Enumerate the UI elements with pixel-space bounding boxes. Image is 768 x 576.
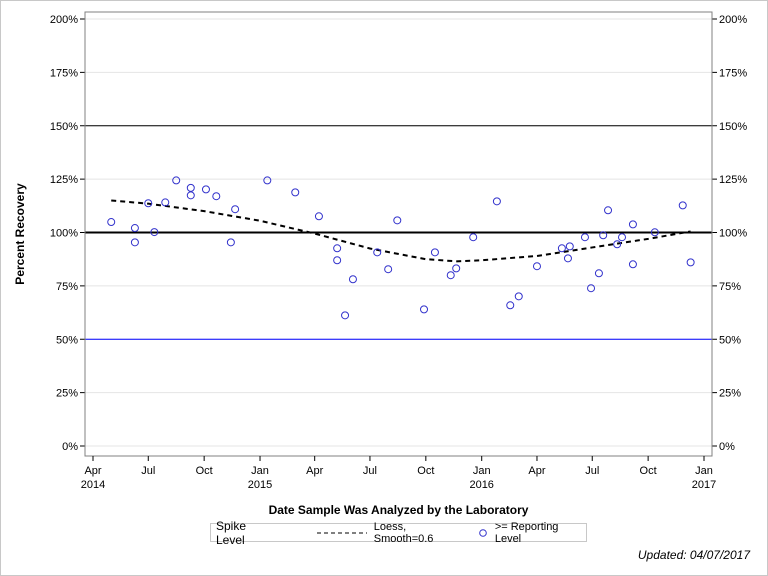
data-point [452,264,461,273]
data-point [506,301,515,310]
data-point [226,238,235,247]
x-tick-label: Jul [585,465,599,477]
y-tick-label: 125% [50,174,78,186]
y-tick-label: 200% [50,14,78,26]
data-point [161,198,170,207]
data-point [650,228,659,237]
x-tick-year: 2014 [81,479,105,491]
x-tick-label: Jul [363,465,377,477]
x-tick-label: Jan [473,465,491,477]
legend-title: Spike Level [216,518,247,547]
data-point [563,254,572,263]
data-point [678,201,687,210]
data-point [594,269,603,278]
x-tick-year: 2016 [469,479,493,491]
y-tick-label-right: 150% [719,121,747,133]
data-point [628,220,637,229]
x-tick-label: Oct [196,465,213,477]
y-tick-label: 25% [56,388,78,400]
data-point [580,233,589,242]
x-axis-label: Date Sample Was Analyzed by the Laborato… [269,503,529,517]
y-tick-label-right: 175% [719,67,747,79]
legend-reporting-label: >= Reporting Level [494,520,559,545]
legend-circle-swatch [479,528,487,537]
data-point [314,212,323,221]
data-point [172,176,181,185]
y-axis-label: Percent Recovery [13,183,27,285]
data-point [492,197,501,206]
plot-area [84,11,713,457]
x-tick-label: Jul [141,465,155,477]
x-tick-label: Oct [640,465,657,477]
data-point [587,284,596,293]
data-point [186,183,195,192]
updated-note: Updated: 04/07/2017 [637,548,750,562]
y-tick-label-right: 50% [719,334,741,346]
data-point [618,233,627,242]
data-point [341,311,350,320]
data-point [212,192,221,201]
data-point [291,188,300,197]
data-point [469,233,478,242]
data-point [628,260,637,269]
data-point [532,262,541,271]
y-tick-label-right: 125% [719,174,747,186]
data-point [604,206,613,215]
data-point [384,265,393,274]
data-point [130,238,139,247]
data-point [599,231,608,240]
data-point [565,242,574,251]
data-point [150,228,159,237]
legend-loess-swatch [316,532,367,533]
x-tick-label: Jan [251,465,269,477]
data-point [373,248,382,257]
y-tick-label: 50% [56,334,78,346]
loess-line [111,199,691,263]
y-tick-label: 150% [50,121,78,133]
y-tick-label: 175% [50,67,78,79]
x-tick-year: 2015 [248,479,272,491]
data-point [130,224,139,233]
legend: Spike Level Loess, Smooth=0.6 >= Reporti… [210,519,587,547]
y-tick-label-right: 100% [719,228,747,240]
data-point [333,244,342,253]
legend-loess-label: Loess, Smooth=0.6 [373,520,434,545]
y-tick-label-right: 200% [719,14,747,26]
y-tick-label-right: 0% [719,441,735,453]
x-tick-label: Apr [528,465,545,477]
data-point [514,292,523,301]
x-tick-label: Jan [695,465,713,477]
data-point [613,240,622,249]
y-tick-label: 0% [62,441,78,453]
data-point [263,176,272,185]
data-point [420,305,429,314]
data-point [186,191,195,200]
y-tick-label-right: 25% [719,388,741,400]
data-point [144,199,153,208]
data-point [557,244,566,253]
data-point [686,258,695,267]
x-tick-year: 2017 [692,479,716,491]
y-tick-label: 75% [56,281,78,293]
data-point [446,271,455,280]
x-tick-label: Oct [417,465,434,477]
x-tick-label: Apr [306,465,323,477]
y-tick-label-right: 75% [719,281,741,293]
data-point [201,185,210,194]
data-point [348,275,357,284]
data-point [430,248,439,257]
y-tick-label: 100% [50,228,78,240]
x-tick-label: Apr [84,465,101,477]
data-point [333,256,342,265]
data-point [231,205,240,214]
data-point [107,218,116,227]
data-point [393,216,402,225]
